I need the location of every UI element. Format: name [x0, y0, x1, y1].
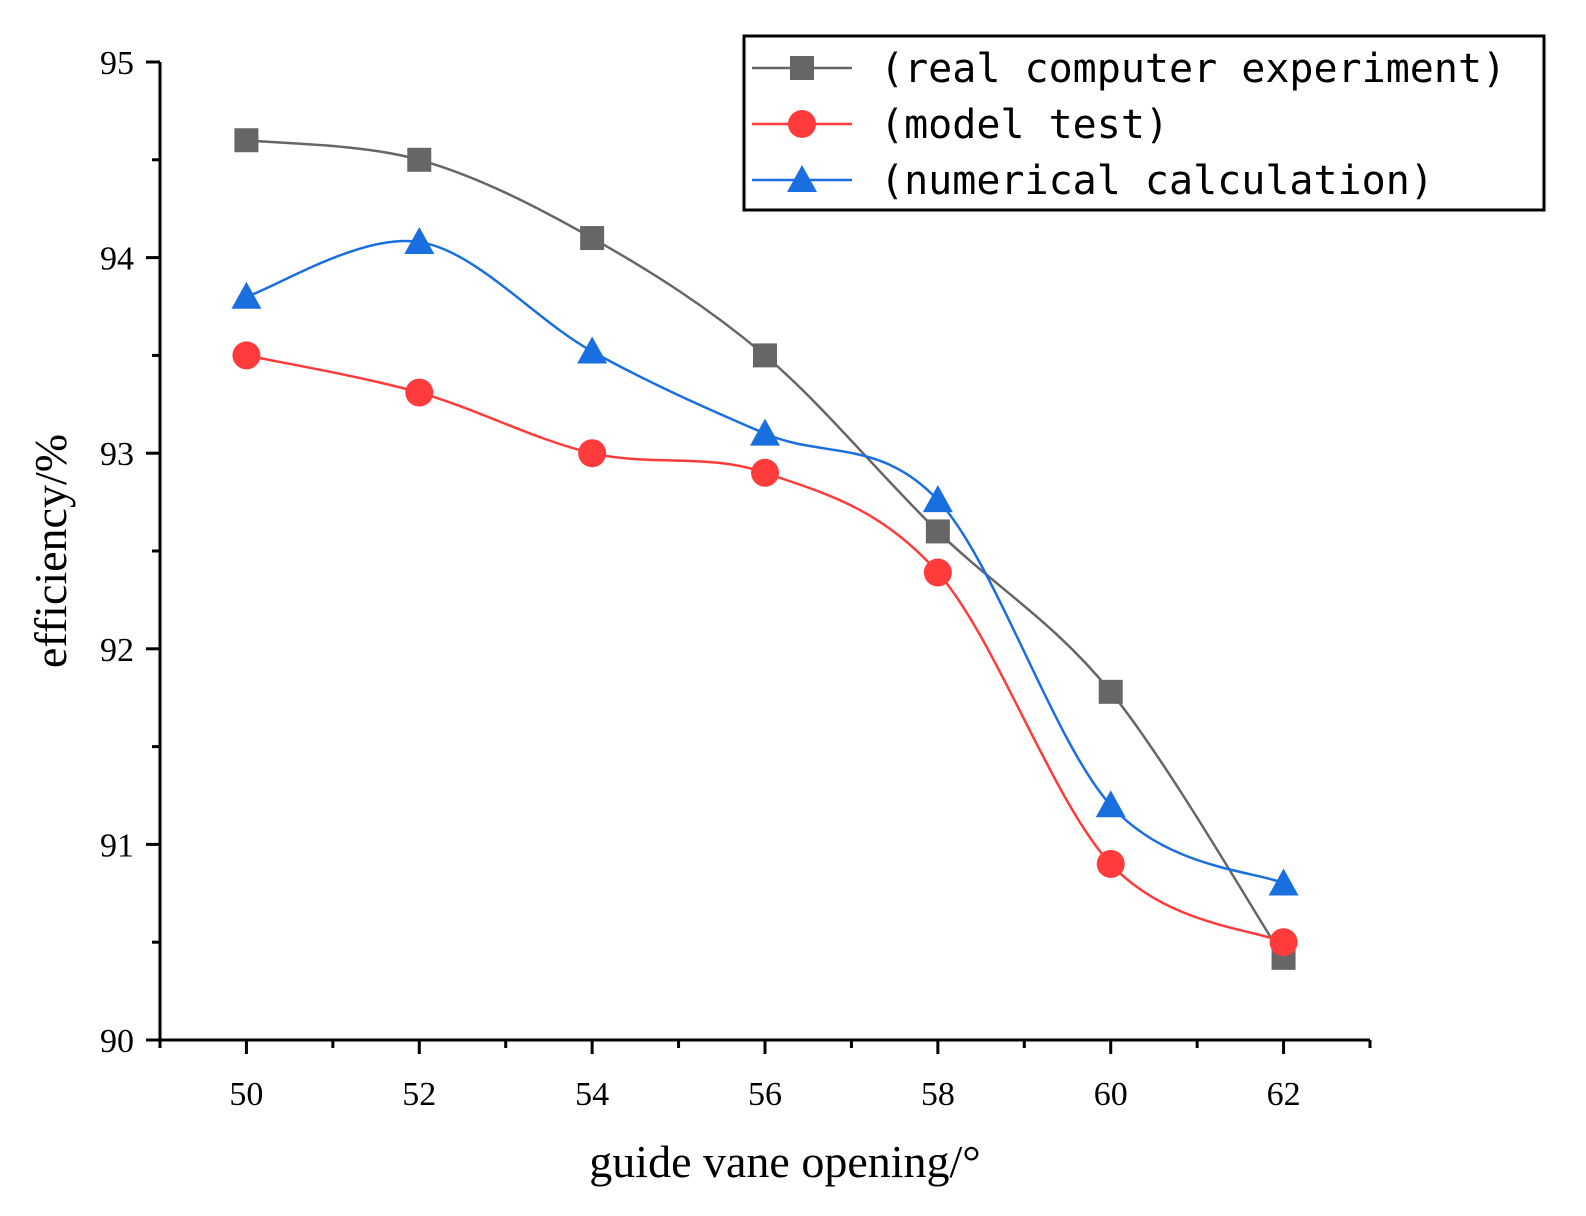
y-tick-label: 90: [100, 1023, 134, 1060]
data-point-triangle: [577, 336, 608, 364]
series-triangle: [231, 226, 1299, 896]
legend-marker-square: [790, 56, 814, 80]
data-point-square: [580, 226, 605, 251]
y-tick-label: 94: [100, 241, 134, 278]
data-point-circle: [1096, 849, 1125, 878]
data-point-triangle: [1268, 868, 1299, 896]
y-axis-title: efficiency/%: [25, 434, 76, 668]
data-point-circle: [1269, 928, 1298, 957]
legend-marker-circle: [788, 110, 816, 138]
data-point-triangle: [750, 418, 780, 446]
y-tick-label: 91: [100, 827, 134, 864]
data-point-triangle: [922, 485, 953, 513]
x-tick-label: 58: [921, 1076, 955, 1113]
legend-marker-triangle: [787, 165, 817, 192]
series-square: [234, 128, 1296, 970]
data-point-square: [753, 343, 777, 368]
x-tick-label: 54: [575, 1076, 609, 1113]
x-tick-label: 52: [402, 1076, 436, 1113]
data-point-square: [1098, 679, 1123, 704]
data-point-triangle: [1095, 790, 1126, 818]
y-tick-label: 92: [100, 632, 134, 669]
data-point-triangle: [231, 281, 262, 309]
series-circle: [232, 341, 1298, 957]
x-tick-label: 60: [1094, 1076, 1128, 1113]
data-point-triangle: [404, 226, 435, 254]
y-tick-label: 93: [100, 436, 134, 473]
x-tick-label: 50: [229, 1076, 263, 1113]
data-point-circle: [578, 439, 607, 468]
legend-box: [742, 34, 1546, 212]
series-line: [246, 138, 1285, 959]
y-tick-label: 95: [100, 45, 134, 82]
data-point-square: [234, 128, 259, 153]
legend-label: (real computer experiment): [880, 46, 1506, 92]
series-layer: [231, 128, 1299, 970]
data-point-square: [407, 147, 432, 172]
data-point-circle: [405, 378, 434, 407]
legend-label: (numerical calculation): [880, 158, 1434, 204]
data-point-square: [925, 519, 950, 544]
legend-label: (model test): [880, 102, 1169, 148]
x-tick-label: 62: [1267, 1076, 1301, 1113]
data-point-circle: [923, 558, 952, 587]
data-point-circle: [751, 458, 779, 487]
axes: 90 91 92 93 94 95 50 52 54 56 58 60 62: [100, 45, 1372, 1113]
series-line: [246, 239, 1285, 885]
x-axis-title: guide vane opening/°: [589, 1136, 980, 1187]
data-point-circle: [232, 341, 261, 370]
x-tick-label: 56: [748, 1076, 782, 1113]
legend: (real computer experiment) (model test) (n…: [742, 34, 1546, 212]
